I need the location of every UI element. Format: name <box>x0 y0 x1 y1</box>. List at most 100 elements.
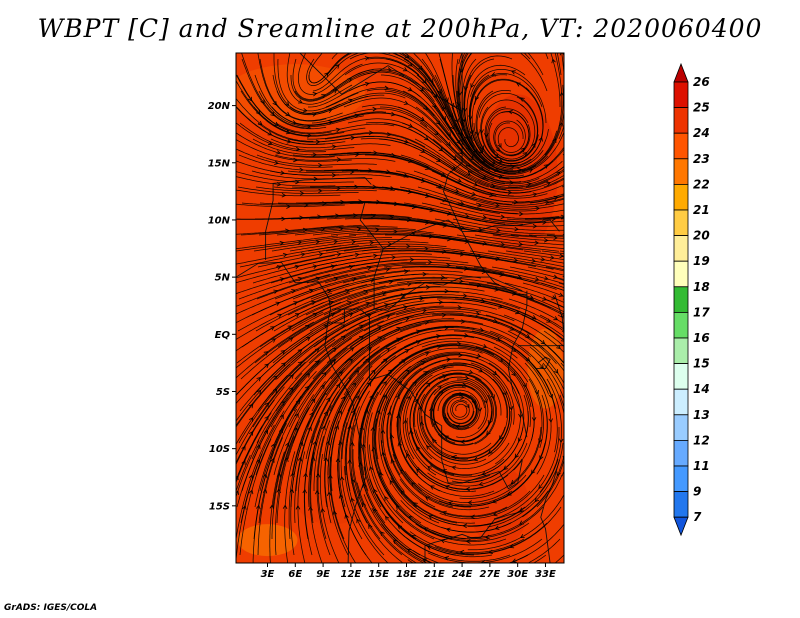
streamline <box>396 279 517 293</box>
streamline <box>522 282 564 297</box>
streamline-arrow <box>382 381 387 386</box>
streamline <box>543 330 564 347</box>
streamline-arrow <box>559 121 564 127</box>
streamline-arrow <box>429 207 435 213</box>
streamline-arrow <box>511 70 516 75</box>
streamline-arrow <box>404 269 409 274</box>
streamline <box>399 478 508 517</box>
streamline-arrow <box>568 331 572 335</box>
streamline-arrow <box>414 398 419 404</box>
streamline <box>415 522 530 542</box>
streamline <box>434 358 515 425</box>
streamline <box>487 442 564 528</box>
streamline <box>397 530 511 562</box>
streamline <box>556 53 562 76</box>
streamline <box>371 507 434 563</box>
streamline <box>441 393 478 428</box>
streamline <box>455 506 562 555</box>
streamline <box>415 106 510 180</box>
streamline-arrow <box>286 139 292 144</box>
streamline-arrow <box>433 93 438 99</box>
streamline-arrow <box>389 48 393 52</box>
streamline-arrow <box>517 274 522 280</box>
streamline <box>467 493 564 551</box>
y-tick-label: 15N <box>208 158 231 169</box>
streamline-arrow <box>351 239 357 245</box>
streamline-arrow <box>330 312 336 317</box>
streamline-arrow <box>353 213 358 218</box>
streamline <box>410 427 505 476</box>
streamline <box>565 379 582 495</box>
streamline <box>277 58 359 112</box>
streamline-arrow <box>429 406 434 412</box>
streamline <box>287 357 351 460</box>
streamline <box>451 106 537 174</box>
streamline <box>297 451 306 563</box>
streamline-arrow <box>534 276 540 282</box>
streamline <box>287 170 409 178</box>
streamline <box>331 305 444 348</box>
streamline <box>329 456 357 563</box>
streamline <box>337 460 373 563</box>
streamline-arrow <box>469 155 475 161</box>
streamline <box>432 138 540 185</box>
streamline <box>236 453 263 563</box>
streamline-arrow <box>281 192 287 198</box>
streamline-arrow <box>295 179 300 185</box>
streamline <box>269 358 336 460</box>
streamline <box>400 294 521 310</box>
border-line <box>359 308 523 490</box>
streamline-arrow <box>572 354 576 358</box>
colorbar-bottom-arrow <box>673 516 689 537</box>
colorbar-label: 16 <box>693 331 710 345</box>
streamline-arrow <box>314 489 320 495</box>
streamline-arrow <box>438 300 444 305</box>
streamline-arrow <box>368 524 373 529</box>
streamline <box>384 456 476 524</box>
streamline <box>236 274 330 307</box>
streamline <box>433 382 489 438</box>
streamline <box>474 234 564 246</box>
streamline-arrow <box>407 87 413 92</box>
streamline <box>236 274 348 315</box>
streamline-arrow <box>483 132 489 138</box>
streamline <box>377 301 497 316</box>
streamline <box>390 432 471 508</box>
streamline <box>454 298 564 341</box>
streamline <box>442 393 477 430</box>
streamline <box>236 386 285 464</box>
streamline <box>563 267 564 268</box>
streamline <box>455 122 549 174</box>
streamline <box>409 531 525 553</box>
streamline <box>345 443 385 556</box>
streamline <box>304 435 315 556</box>
streamline-arrow <box>405 369 410 375</box>
streamline <box>488 218 564 224</box>
streamline <box>239 329 330 412</box>
streamline <box>438 373 497 445</box>
streamline <box>320 453 340 563</box>
streamline-arrow <box>535 206 541 211</box>
streamline <box>561 53 564 78</box>
streamline <box>344 62 444 112</box>
streamline-arrow <box>409 257 415 262</box>
streamline <box>236 321 315 379</box>
streamline-arrow <box>293 301 298 306</box>
streamline-arrow <box>444 484 450 490</box>
streamline <box>450 282 564 315</box>
streamline-arrow <box>456 139 461 145</box>
streamline <box>286 53 353 105</box>
streamline <box>236 176 336 187</box>
streamline-arrow <box>390 458 395 464</box>
streamline-arrow <box>510 479 516 485</box>
streamline <box>325 324 422 396</box>
streamline-arrow <box>460 319 466 324</box>
streamline <box>383 122 489 182</box>
streamline <box>438 458 541 507</box>
streamline <box>347 259 469 268</box>
streamline-arrow <box>344 513 349 519</box>
streamline <box>310 346 380 444</box>
streamline <box>416 351 520 394</box>
streamline <box>522 411 564 518</box>
map-title: WBPT [C] and Sreamline at 200hPa, VT: 20… <box>37 14 763 43</box>
